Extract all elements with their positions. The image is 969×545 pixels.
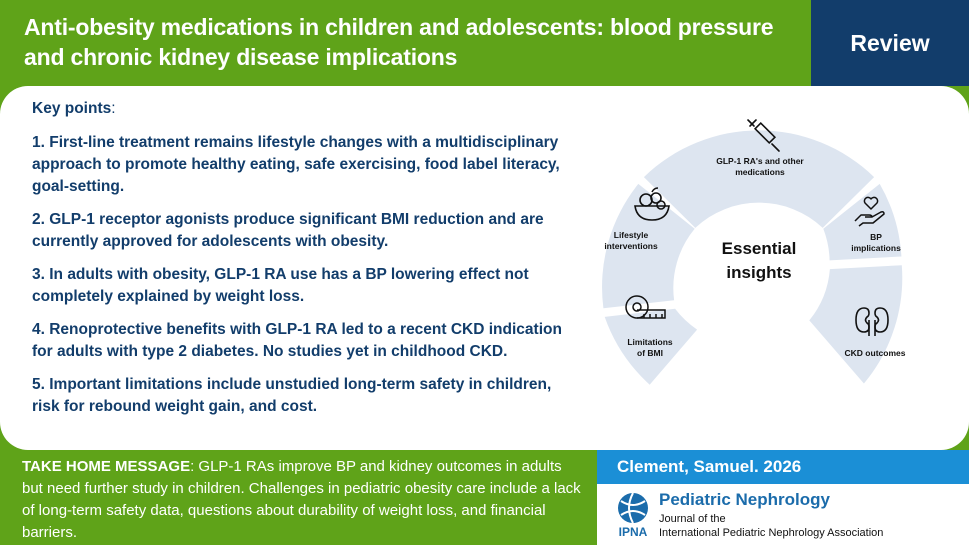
key-point-3: 3. In adults with obesity, GLP-1 RA use … (32, 264, 577, 308)
kidneys-icon (854, 304, 890, 338)
journal-box: IPNA Pediatric Nephrology Journal of the… (597, 484, 969, 545)
segment-label-bmi: Limitations of BMI (625, 337, 675, 359)
key-points: Key points: 1. First-line treatment rema… (32, 98, 577, 429)
tape-measure-icon (624, 292, 668, 326)
diagram-center-label: Essential insights (709, 237, 809, 285)
citation-text: Clement, Samuel. 2026 (617, 457, 801, 477)
segment-label-lifestyle: Lifestyle interventions (591, 230, 671, 252)
journal-name: Pediatric Nephrology (659, 490, 830, 510)
take-home-message: TAKE HOME MESSAGE: GLP-1 RAs improve BP … (22, 456, 582, 544)
heart-hand-icon (853, 193, 889, 229)
key-points-heading-text: Key points (32, 100, 111, 117)
take-home-label: TAKE HOME MESSAGE (22, 458, 190, 475)
segment-label-bp: BP implications (851, 232, 901, 254)
journal-subtitle: Journal of the International Pediatric N… (659, 512, 883, 540)
journal-subtitle-line2: International Pediatric Nephrology Assoc… (659, 526, 883, 540)
key-point-5: 5. Important limitations include unstudi… (32, 374, 577, 418)
fruit-bowl-icon (632, 186, 672, 224)
segment-label-ckd: CKD outcomes (830, 348, 920, 359)
review-label: Review (850, 30, 929, 57)
main-panel: Key points: 1. First-line treatment rema… (0, 86, 969, 450)
essential-insights-diagram: GLP-1 RA's and other medications Lifesty… (598, 108, 928, 428)
review-badge: Review (811, 0, 969, 86)
citation-bar: Clement, Samuel. 2026 (597, 450, 969, 484)
page-title: Anti-obesity medications in children and… (24, 12, 804, 72)
segment-label-glp1: GLP-1 RA's and other medications (715, 156, 805, 178)
key-point-1: 1. First-line treatment remains lifestyl… (32, 132, 577, 198)
ipna-logo-text: IPNA (613, 525, 653, 539)
title-banner: Anti-obesity medications in children and… (0, 0, 811, 86)
globe-logo-icon (613, 491, 653, 525)
key-point-4: 4. Renoprotective benefits with GLP-1 RA… (32, 319, 577, 363)
journal-subtitle-line1: Journal of the (659, 512, 883, 526)
key-points-heading: Key points: (32, 98, 577, 120)
syringe-icon (746, 118, 782, 154)
key-point-2: 2. GLP-1 receptor agonists produce signi… (32, 209, 577, 253)
